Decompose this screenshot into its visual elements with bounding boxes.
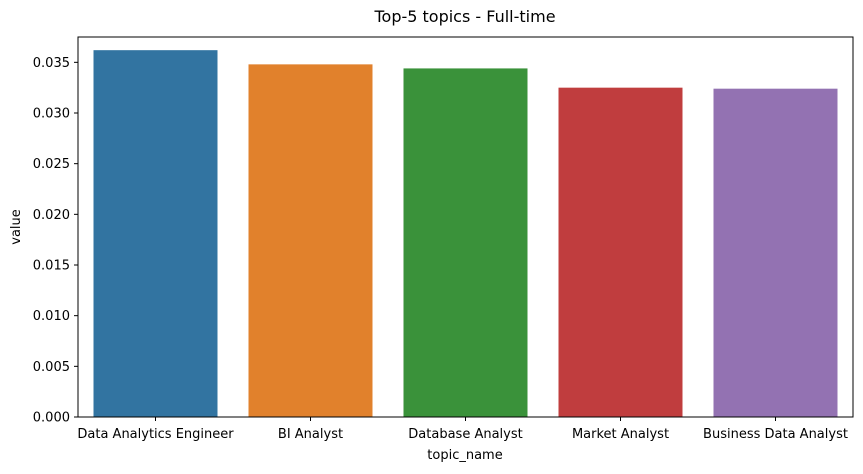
- y-tick-label: 0.000: [33, 411, 70, 426]
- y-axis: 0.000 0.005 0.010 0.015 0.020 0.025 0.030 0.035: [33, 56, 78, 426]
- plot-frame: [77, 36, 854, 418]
- bar-market-analyst: [558, 87, 683, 418]
- y-tick-label: 0.035: [33, 56, 70, 71]
- x-tick-label: Database Analyst: [408, 427, 522, 442]
- x-tick-label: BI Analyst: [278, 427, 343, 442]
- x-tick-label: Data Analytics Engineer: [77, 427, 234, 442]
- bar-data-analytics-engineer: [93, 50, 218, 417]
- chart-title: Top-5 topics - Full-time: [373, 7, 555, 26]
- x-axis: Data Analytics Engineer BI Analyst Databas…: [77, 417, 848, 442]
- bars-group: [93, 50, 838, 418]
- x-tick-label: Market Analyst: [572, 427, 669, 442]
- y-axis-label: value: [9, 209, 24, 245]
- y-tick-label: 0.025: [33, 157, 70, 172]
- bar-bi-analyst: [248, 64, 373, 418]
- bar-business-data-analyst: [713, 88, 838, 418]
- y-tick-label: 0.015: [33, 259, 70, 274]
- x-axis-label: topic_name: [427, 448, 502, 463]
- y-tick-label: 0.020: [33, 208, 70, 223]
- y-tick-label: 0.005: [33, 360, 70, 375]
- x-tick-label: Business Data Analyst: [703, 427, 848, 442]
- y-tick-label: 0.030: [33, 107, 70, 122]
- y-tick-label: 0.010: [33, 309, 70, 324]
- bar-database-analyst: [403, 68, 528, 417]
